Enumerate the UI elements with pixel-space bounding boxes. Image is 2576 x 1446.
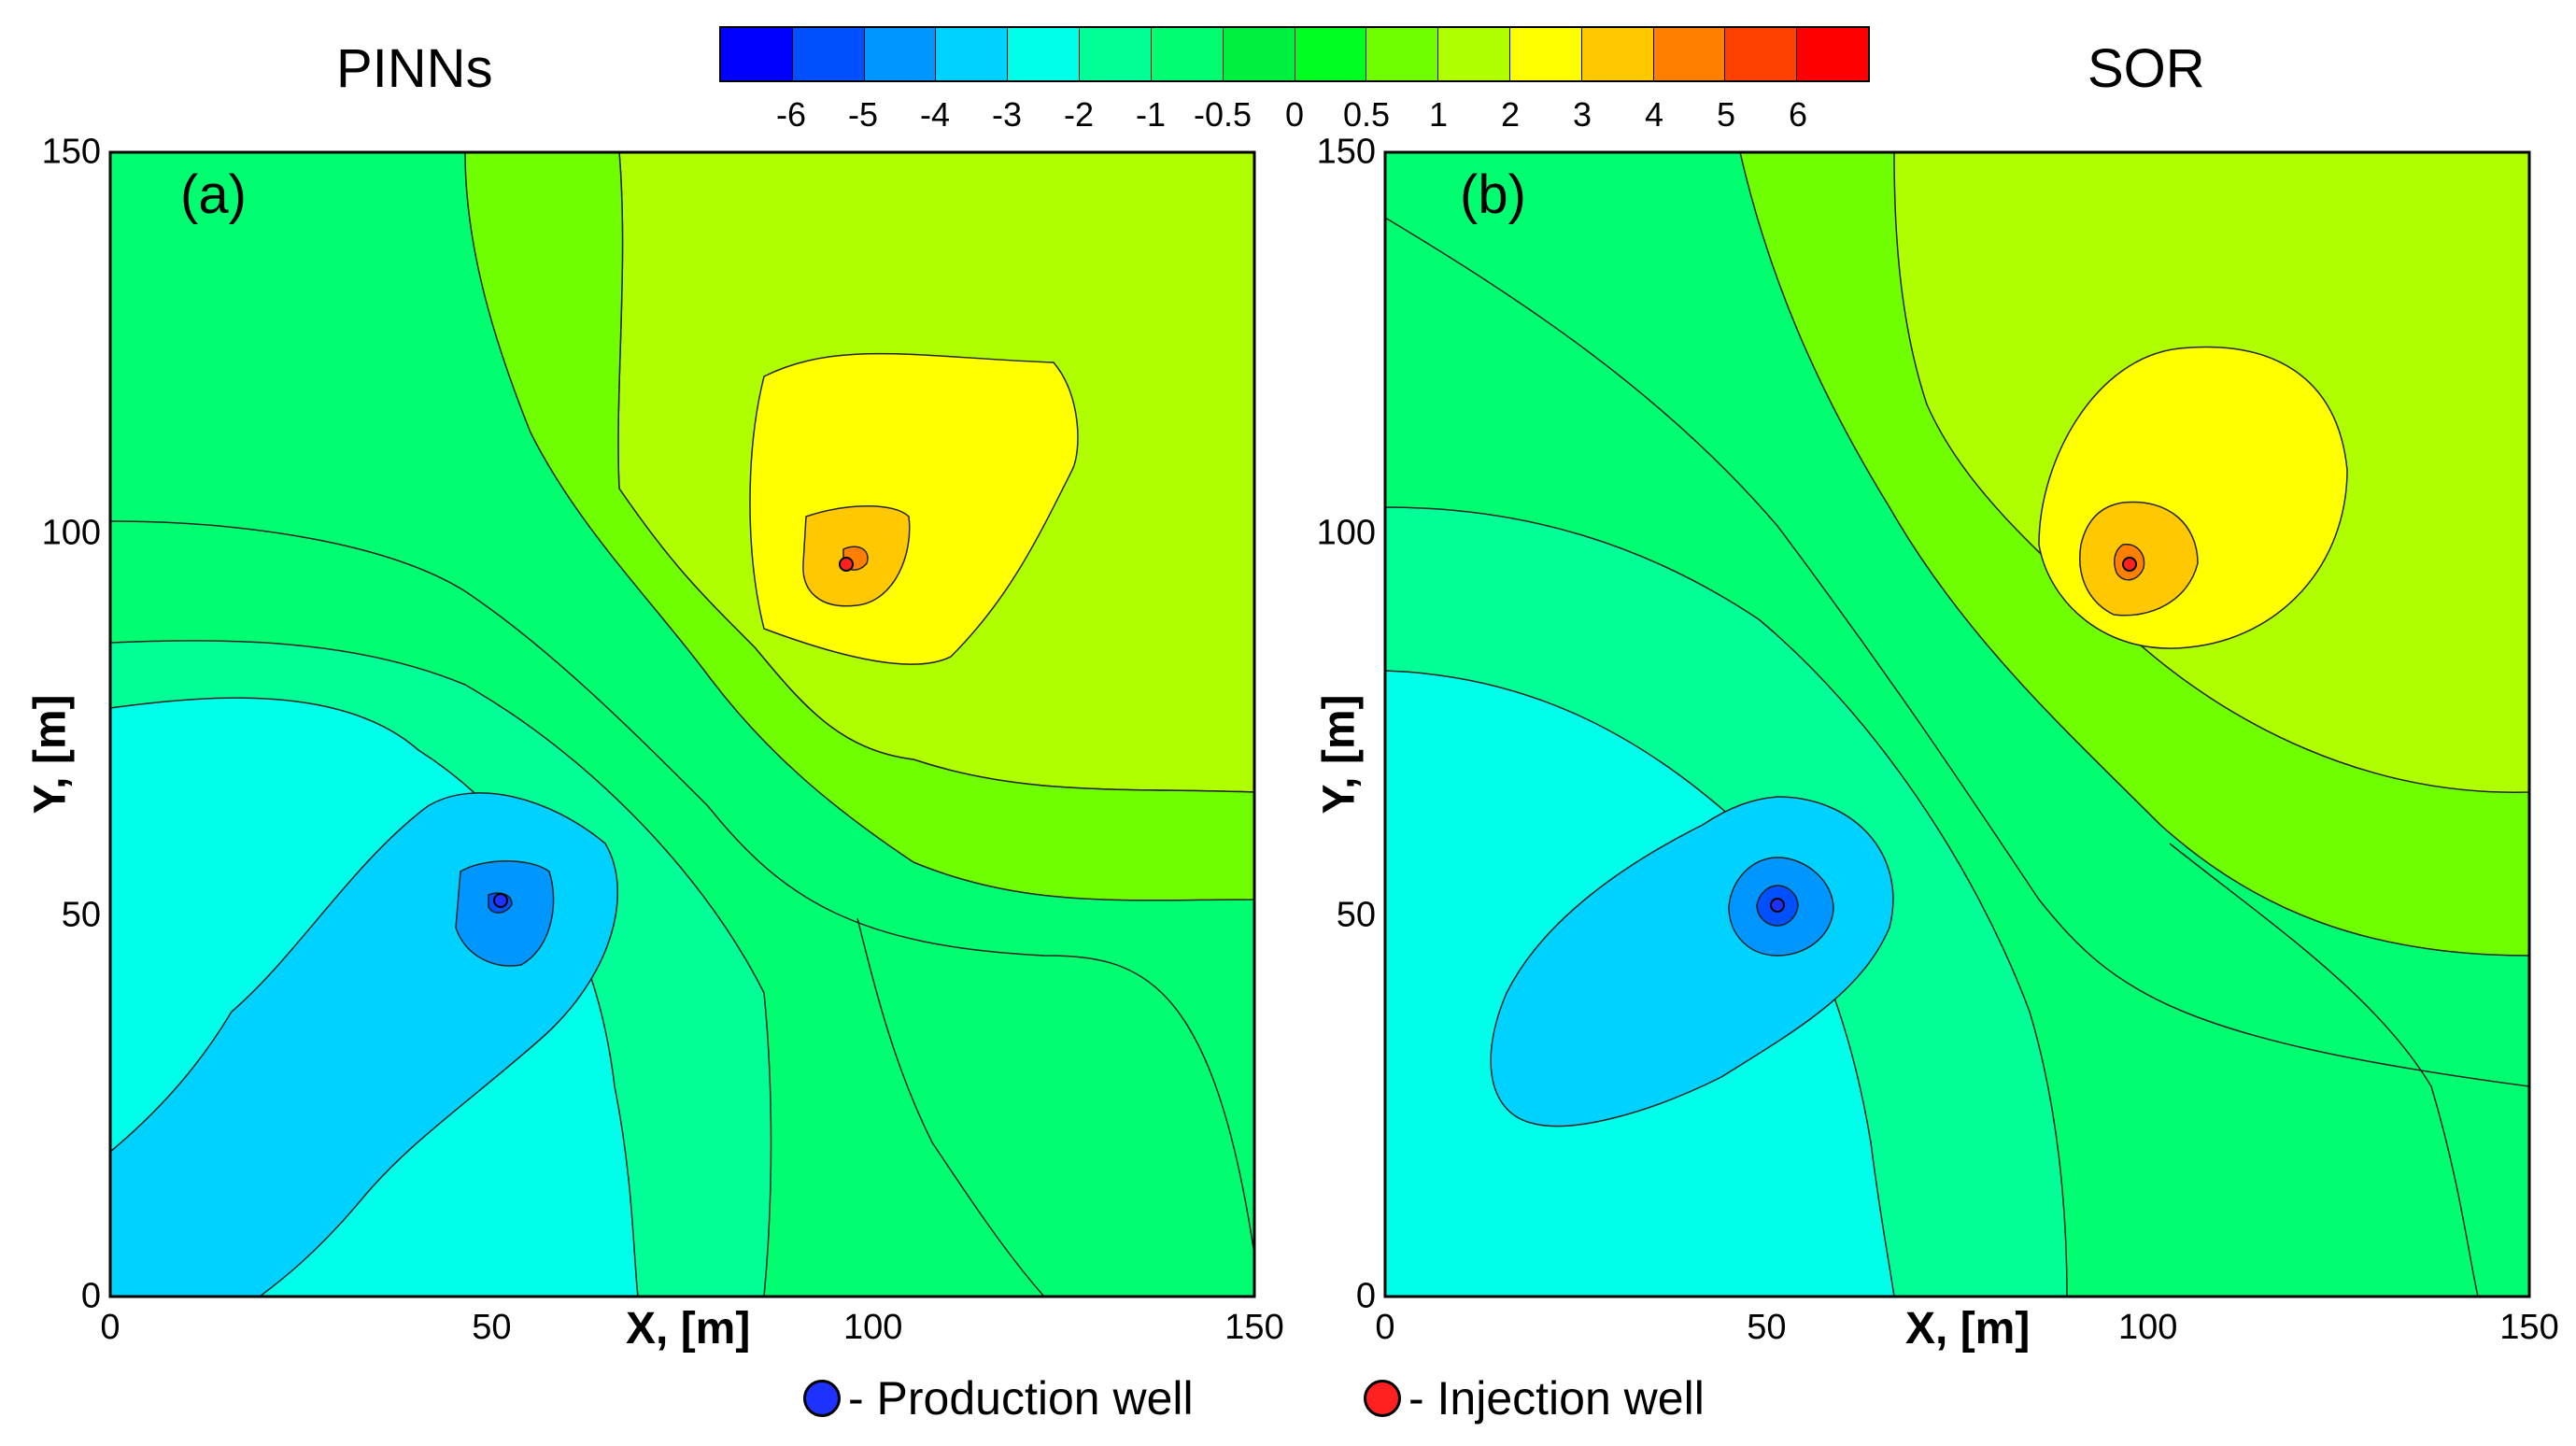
colorbar-label: -4: [919, 95, 951, 134]
plot-a-ylabel: Y, [m]: [25, 694, 76, 815]
plot-b-injection-well: [2122, 557, 2137, 572]
plot-a-panel-label: (a): [180, 164, 247, 225]
plot-a-xlabel: X, [m]: [626, 1304, 751, 1354]
plot-a-region-2: [464, 151, 1255, 901]
colorbar-cell: [1653, 28, 1726, 80]
y-tick-label: 50: [61, 895, 101, 935]
y-tick-label: 150: [41, 132, 101, 172]
plot-a-frame: [108, 150, 1256, 1298]
colorbar-label: 2: [1500, 95, 1521, 134]
plot-b-production-well: [1770, 898, 1785, 913]
colorbar-label: -2: [1063, 95, 1095, 134]
legend-injection-label: - Injection well: [1408, 1372, 1705, 1425]
colorbar-cell: [1151, 28, 1224, 80]
y-tick-label: 150: [1316, 132, 1376, 172]
legend-production-label: - Production well: [848, 1372, 1194, 1425]
plot-b-frame: [1383, 150, 2531, 1298]
plot-b-panel-label: (b): [1460, 164, 1526, 225]
plot-a-production-well: [493, 893, 508, 908]
colorbar-cell: [1223, 28, 1295, 80]
y-tick-label: 0: [1355, 1276, 1376, 1316]
colorbar-cell: [1295, 28, 1367, 80]
x-tick-label: 150: [1224, 1308, 1284, 1347]
x-tick-label: 100: [2117, 1308, 2178, 1347]
colorbar-cell: [936, 28, 1009, 80]
colorbar-label: 1: [1428, 95, 1449, 134]
colorbar-label: -6: [775, 95, 807, 134]
plot-b-xlabel: X, [m]: [1905, 1304, 2031, 1354]
colorbar-cell: [792, 28, 865, 80]
plot-sor: (b): [1383, 150, 2531, 1298]
plot-a-region-9: [455, 860, 555, 967]
plot-b-contour-2: [2169, 843, 2479, 1297]
x-tick-label: 0: [1375, 1308, 1395, 1347]
colorbar-label: 4: [1644, 95, 1664, 134]
plot-pinns: (a): [108, 150, 1256, 1298]
plot-a-contour-2: [856, 917, 1045, 1297]
y-tick-label: 100: [1316, 513, 1376, 553]
x-tick-label: 50: [472, 1308, 512, 1347]
colorbar-label: -0.5: [1193, 95, 1253, 134]
panel-b-title: SOR: [2088, 38, 2205, 99]
production-well-icon: [803, 1380, 841, 1417]
colorbar-label: -5: [847, 95, 879, 134]
injection-well-icon: [1364, 1380, 1401, 1417]
colorbar-label: 5: [1716, 95, 1736, 134]
colorbar-label: 3: [1572, 95, 1592, 134]
colorbar-cell: [1581, 28, 1654, 80]
colorbar-label: 0: [1284, 95, 1305, 134]
colorbar-cell: [864, 28, 937, 80]
colorbar-cell: [1366, 28, 1439, 80]
x-tick-label: 150: [2499, 1308, 2559, 1347]
colorbar-cell: [1725, 28, 1798, 80]
y-tick-label: 0: [80, 1276, 101, 1316]
colorbar-cell: [721, 28, 793, 80]
plot-b-ylabel: Y, [m]: [1314, 694, 1365, 815]
colorbar-cell: [1509, 28, 1582, 80]
y-tick-label: 50: [1336, 895, 1376, 935]
x-tick-label: 0: [100, 1308, 120, 1347]
colorbar: [719, 26, 1870, 82]
x-tick-label: 100: [842, 1308, 903, 1347]
colorbar-label: 6: [1788, 95, 1808, 134]
y-tick-label: 100: [41, 513, 101, 553]
colorbar-cell: [1008, 28, 1081, 80]
panel-a-title: PINNs: [336, 38, 493, 99]
plot-a-contour-1: [109, 520, 1255, 1255]
plot-a-injection-well: [839, 557, 854, 572]
colorbar-label: -1: [1135, 95, 1167, 134]
colorbar-cell: [1080, 28, 1152, 80]
plot-b-contour-1: [1384, 217, 2530, 1087]
x-tick-label: 50: [1747, 1308, 1787, 1347]
legend-production: - Production well: [803, 1371, 1194, 1425]
colorbar-cell: [1797, 28, 1868, 80]
colorbar-label: 0.5: [1342, 95, 1391, 134]
colorbar-label: -3: [991, 95, 1023, 134]
colorbar-cell: [1438, 28, 1510, 80]
legend-injection: - Injection well: [1364, 1371, 1705, 1425]
